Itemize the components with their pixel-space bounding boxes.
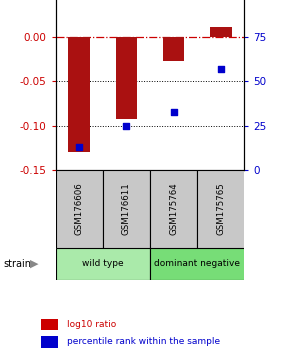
Text: GSM176611: GSM176611 [122,182,131,235]
Text: GSM175765: GSM175765 [216,182,225,235]
Text: GSM176606: GSM176606 [75,182,84,235]
Bar [56,248,150,280]
Bar [40,319,58,330]
Bar [116,37,137,120]
Bar [40,336,58,348]
Bar [56,170,103,248]
Bar [197,170,244,248]
Bar [103,170,150,248]
Point [77,144,82,150]
Point [124,123,129,129]
Text: log10 ratio: log10 ratio [67,320,116,329]
Bar [210,27,232,37]
Bar [68,37,90,152]
Bar [150,248,244,280]
Text: ▶: ▶ [30,259,38,269]
Bar [163,37,184,61]
Text: dominant negative: dominant negative [154,259,240,268]
Point [171,109,176,114]
Point [218,66,223,72]
Text: strain: strain [3,259,31,269]
Text: wild type: wild type [82,259,124,268]
Text: percentile rank within the sample: percentile rank within the sample [67,337,220,347]
Text: GSM175764: GSM175764 [169,182,178,235]
Bar [150,170,197,248]
